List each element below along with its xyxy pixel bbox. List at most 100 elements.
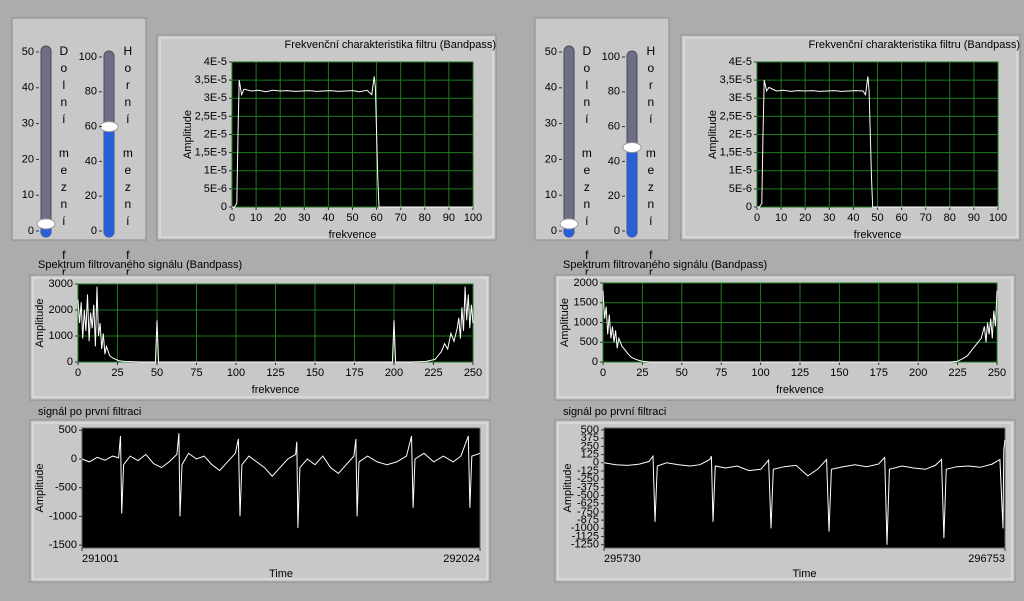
x-tick-label: 125 (266, 367, 284, 379)
slider-fill (627, 147, 637, 237)
slider-tick-label: 80 (85, 86, 97, 98)
y-tick-label: 1500 (574, 297, 598, 309)
signal-line (232, 76, 473, 208)
chart-panel-bevel (557, 277, 1013, 398)
y-tick-label: 1,5E-5 (195, 147, 227, 159)
x-tick-label: 20 (799, 212, 811, 224)
slider-thumb[interactable] (99, 121, 119, 133)
chart-panel-bevel (32, 277, 488, 398)
x-tick-label: 225 (948, 367, 966, 379)
y-axis-label: Amplitude (562, 464, 574, 513)
x-tick-label: 75 (190, 367, 202, 379)
x-axis-label: frekvence (252, 384, 300, 396)
x-tick-label: 80 (944, 212, 956, 224)
x-tick-label: 292024 (443, 553, 480, 565)
y-tick-label: 0 (67, 356, 73, 368)
x-tick-label: 40 (847, 212, 859, 224)
y-tick-label: 3E-5 (204, 92, 227, 104)
slider-track (40, 45, 52, 238)
y-tick-label: 0 (593, 457, 599, 469)
y-tick-label: 5E-6 (729, 183, 752, 195)
slider-panel (11, 17, 147, 241)
x-tick-label: 90 (443, 212, 455, 224)
slider-fill (104, 126, 114, 237)
slider-label: Horní mezní fr (121, 44, 135, 282)
slider-thumb[interactable] (36, 218, 56, 230)
chart-title: Spektrum filtrovaného signálu (Bandpass) (38, 259, 242, 271)
x-tick-label: 30 (823, 212, 835, 224)
x-tick-label: 200 (385, 367, 403, 379)
x-tick-label: 250 (464, 367, 482, 379)
slider-tick-label: 0 (91, 225, 97, 237)
slider-tick-label: 40 (608, 155, 620, 167)
x-axis-label: Time (269, 568, 293, 580)
x-tick-label: 150 (830, 367, 848, 379)
y-tick-label: 2000 (49, 304, 73, 316)
y-tick-label: 500 (580, 336, 598, 348)
x-tick-label: 200 (909, 367, 927, 379)
y-tick-label: 1E-5 (729, 165, 752, 177)
y-axis-label: Amplitude (707, 110, 719, 159)
chart-title: signál po první filtraci (563, 406, 666, 418)
y-tick-label: 250 (581, 440, 599, 452)
y-tick-label: 4E-5 (204, 56, 227, 68)
y-tick-label: -375 (577, 481, 599, 493)
slider-tick-label: 50 (545, 46, 557, 58)
x-axis-label: Time (792, 568, 816, 580)
slider-thumb[interactable] (622, 141, 642, 153)
slider-tick-label: 30 (22, 118, 34, 130)
x-tick-label: 125 (791, 367, 809, 379)
x-tick-label: 250 (988, 367, 1006, 379)
y-tick-label: 1000 (49, 330, 73, 342)
slider-tick-label: 20 (85, 190, 97, 202)
x-tick-label: 100 (464, 212, 482, 224)
x-tick-label: 0 (754, 212, 760, 224)
y-tick-label: -250 (577, 473, 599, 485)
y-tick-label: 2,5E-5 (720, 110, 752, 122)
x-tick-label: 60 (370, 212, 382, 224)
chart-title: Frekvenční charakteristika filtru (Bandp… (808, 39, 1020, 51)
slider-label: Horní mezní fr (644, 44, 658, 282)
y-tick-label: 1,5E-5 (720, 147, 752, 159)
x-tick-label: 0 (229, 212, 235, 224)
y-tick-label: 1E-5 (204, 165, 227, 177)
y-tick-label: 5E-6 (204, 183, 227, 195)
x-tick-label: 10 (775, 212, 787, 224)
y-tick-label: -500 (55, 482, 77, 494)
y-tick-label: 2E-5 (204, 128, 227, 140)
slider-label: Dolní mezní fr (580, 44, 594, 282)
y-tick-label: 1000 (574, 316, 598, 328)
y-tick-label: -750 (577, 506, 599, 518)
y-tick-label: -125 (577, 465, 599, 477)
slider-tick-label: 20 (22, 153, 34, 165)
x-tick-label: 40 (322, 212, 334, 224)
slider-thumb[interactable] (559, 218, 579, 230)
x-tick-label: 80 (419, 212, 431, 224)
x-tick-label: 0 (75, 367, 81, 379)
slider-tick-label: 40 (545, 82, 557, 94)
x-tick-label: 296753 (968, 553, 1005, 565)
slider-tick-label: 20 (545, 153, 557, 165)
x-tick-label: 90 (968, 212, 980, 224)
y-tick-label: 375 (581, 432, 599, 444)
slider-tick-label: 0 (551, 225, 557, 237)
y-tick-label: 2000 (574, 277, 598, 289)
y-tick-label: 500 (581, 424, 599, 436)
chart-title: signál po první filtraci (38, 406, 141, 418)
chart-panel-bevel (683, 37, 1018, 238)
y-tick-label: 125 (581, 448, 599, 460)
x-tick-label: 175 (345, 367, 363, 379)
chart-title: Frekvenční charakteristika filtru (Bandp… (284, 39, 496, 51)
x-tick-label: 0 (600, 367, 606, 379)
x-tick-label: 25 (636, 367, 648, 379)
x-tick-label: 70 (920, 212, 932, 224)
x-tick-label: 20 (274, 212, 286, 224)
slider-tick-label: 0 (28, 225, 34, 237)
y-tick-label: 2,5E-5 (195, 110, 227, 122)
y-tick-label: -625 (577, 498, 599, 510)
signal-line (77, 286, 474, 363)
y-tick-label: -1000 (571, 522, 599, 534)
x-tick-label: 30 (298, 212, 310, 224)
y-tick-label: -1000 (49, 510, 77, 522)
